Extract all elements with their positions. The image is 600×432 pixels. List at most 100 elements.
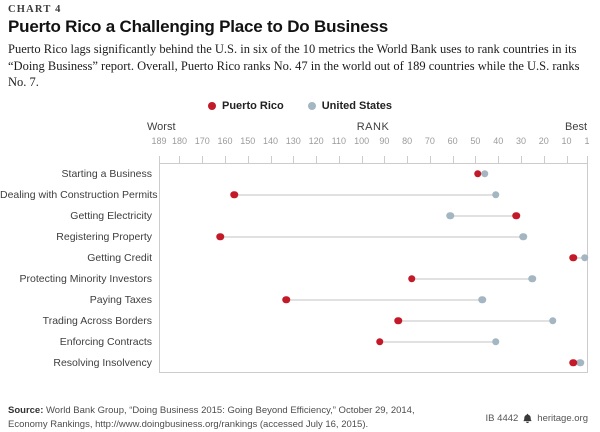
brief-id: IB 4442 bbox=[485, 413, 519, 424]
chart-row: Getting Electricity bbox=[0, 205, 600, 226]
connector-line bbox=[450, 214, 517, 217]
source-label: Source: bbox=[8, 405, 44, 416]
chart-row: Enforcing Contracts bbox=[0, 331, 600, 352]
united-states-data-dot bbox=[492, 337, 500, 346]
tick-label: 60 bbox=[447, 136, 458, 146]
category-label: Getting Electricity bbox=[70, 209, 152, 222]
liberty-bell-icon bbox=[523, 413, 532, 424]
axis-label-rank: RANK bbox=[356, 121, 390, 133]
category-label: Trading Across Borders bbox=[42, 314, 152, 327]
row-track bbox=[159, 310, 587, 331]
chart-row: Getting Credit bbox=[0, 247, 600, 268]
row-track bbox=[159, 226, 587, 247]
chart-row: Dealing with Construction Permits bbox=[0, 184, 600, 205]
tick-mark bbox=[225, 156, 227, 164]
united-states-dot-icon bbox=[307, 102, 316, 110]
puerto-rico-dot-icon bbox=[207, 102, 216, 110]
category-label: Getting Credit bbox=[87, 251, 152, 264]
tick-mark bbox=[159, 156, 160, 164]
united-states-data-dot bbox=[519, 232, 527, 241]
tick-label: 150 bbox=[240, 136, 256, 146]
tick-mark bbox=[587, 156, 588, 164]
tick-mark bbox=[407, 156, 409, 164]
source-note: Source: World Bank Group, “Doing Busines… bbox=[8, 404, 415, 432]
category-label: Starting a Business bbox=[61, 167, 152, 180]
tick-mark bbox=[316, 156, 318, 164]
puerto-rico-data-dot bbox=[230, 190, 238, 199]
legend-label: Puerto Rico bbox=[221, 100, 284, 112]
tick-mark bbox=[361, 156, 363, 164]
tick-mark bbox=[270, 156, 272, 164]
row-track bbox=[159, 205, 587, 226]
tick-label: 110 bbox=[331, 136, 347, 146]
legend-item-united-states: United States bbox=[307, 100, 392, 112]
united-states-data-dot bbox=[446, 211, 455, 220]
row-track bbox=[159, 247, 589, 268]
puerto-rico-data-dot bbox=[569, 358, 578, 367]
puerto-rico-data-dot bbox=[512, 211, 521, 220]
united-states-data-dot bbox=[478, 295, 487, 304]
tick-label: 130 bbox=[285, 136, 301, 146]
chart-number-label: CHART 4 bbox=[8, 4, 62, 15]
united-states-data-dot bbox=[492, 190, 500, 199]
footer-brand: IB 4442 heritage.org bbox=[486, 413, 588, 424]
tick-mark bbox=[452, 156, 454, 164]
united-states-data-dot bbox=[480, 169, 489, 178]
connector-line bbox=[411, 277, 533, 280]
tick-mark bbox=[338, 156, 340, 164]
row-track bbox=[159, 184, 587, 205]
category-label: Protecting Minority Investors bbox=[19, 272, 152, 285]
tick-mark bbox=[543, 156, 545, 164]
chart-row: Protecting Minority Investors bbox=[0, 268, 600, 289]
tick-label: 140 bbox=[263, 136, 279, 146]
puerto-rico-data-dot bbox=[473, 169, 482, 178]
axis-header: Worst RANK Best bbox=[0, 121, 600, 134]
category-label: Enforcing Contracts bbox=[59, 335, 152, 348]
tick-mark bbox=[384, 156, 386, 164]
tick-mark bbox=[429, 156, 431, 164]
tick-label: 1 bbox=[584, 136, 590, 146]
source-text-line2: Economy Rankings, http://www.doingbusine… bbox=[8, 419, 369, 431]
tick-label: 170 bbox=[194, 136, 210, 146]
tick-label: 10 bbox=[561, 136, 572, 146]
row-track bbox=[159, 163, 587, 184]
puerto-rico-data-dot bbox=[569, 253, 578, 262]
tick-mark bbox=[566, 156, 568, 164]
united-states-data-dot bbox=[549, 316, 557, 325]
tick-mark bbox=[179, 156, 181, 164]
chart-row: Resolving Insolvency bbox=[0, 352, 600, 373]
chart-row: Starting a Business bbox=[0, 163, 600, 184]
tick-label: 90 bbox=[379, 136, 390, 146]
chart-row: Registering Property bbox=[0, 226, 600, 247]
category-label: Registering Property bbox=[56, 230, 152, 243]
tick-mark bbox=[293, 156, 295, 164]
axis-label-worst: Worst bbox=[147, 121, 176, 133]
source-text-line1: World Bank Group, “Doing Business 2015: … bbox=[43, 405, 415, 416]
united-states-data-dot bbox=[576, 358, 584, 367]
tick-label: 50 bbox=[470, 136, 481, 146]
tick-label: 40 bbox=[493, 136, 504, 146]
category-label: Resolving Insolvency bbox=[53, 356, 152, 369]
row-track bbox=[159, 268, 587, 289]
tick-label: 189 bbox=[151, 136, 167, 146]
legend: Puerto Rico United States bbox=[0, 100, 600, 112]
site-link: heritage.org bbox=[537, 413, 588, 424]
tick-label: 30 bbox=[515, 136, 526, 146]
connector-line bbox=[220, 235, 524, 238]
connector-line bbox=[573, 256, 585, 259]
tick-mark bbox=[520, 156, 522, 164]
legend-item-puerto-rico: Puerto Rico bbox=[207, 100, 284, 112]
puerto-rico-data-dot bbox=[376, 337, 384, 346]
plot-area bbox=[159, 163, 588, 373]
tick-mark bbox=[498, 156, 500, 164]
united-states-data-dot bbox=[528, 274, 537, 283]
puerto-rico-data-dot bbox=[282, 295, 291, 304]
connector-line bbox=[286, 298, 483, 301]
chart-row: Trading Across Borders bbox=[0, 310, 600, 331]
category-label: Paying Taxes bbox=[89, 293, 152, 306]
connector-line bbox=[398, 319, 553, 322]
page-title: Puerto Rico a Challenging Place to Do Bu… bbox=[8, 17, 388, 36]
tick-label: 120 bbox=[308, 136, 324, 146]
category-label: Dealing with Construction Permits bbox=[0, 188, 158, 201]
